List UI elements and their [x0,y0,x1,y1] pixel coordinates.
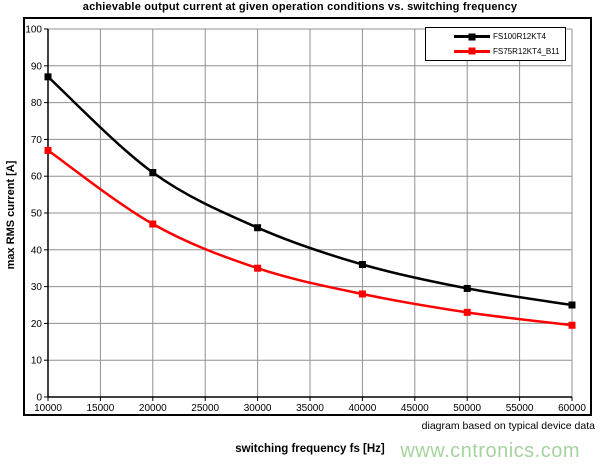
svg-text:55000: 55000 [506,403,534,414]
svg-text:40000: 40000 [348,403,376,414]
svg-text:90: 90 [31,61,43,72]
svg-text:50000: 50000 [453,403,481,414]
footnote: diagram based on typical device data [421,420,595,432]
square-marker-icon [468,47,476,55]
svg-text:35000: 35000 [296,403,324,414]
svg-text:10000: 10000 [34,403,62,414]
square-marker-icon [468,33,476,41]
svg-text:0: 0 [36,393,42,404]
svg-text:40: 40 [31,245,43,256]
svg-text:20000: 20000 [139,403,167,414]
legend-label: FS75R12KT4_B11 [493,46,560,56]
svg-text:45000: 45000 [401,403,429,414]
y-axis-title: max RMS current [A] [5,160,17,270]
legend-label: FS100R12KT4 [493,32,546,42]
svg-text:30: 30 [31,282,43,293]
legend-line-sample-black [454,33,490,41]
svg-text:15000: 15000 [86,403,114,414]
svg-text:20: 20 [31,319,43,330]
legend-item-fs100r12kt4: FS100R12KT4 [454,31,565,43]
watermark: www.cntronics.com [400,440,580,462]
svg-text:30000: 30000 [244,403,272,414]
legend: FS100R12KT4 FS75R12KT4_B11 [425,27,566,61]
chart-title: achievable output current at given opera… [82,1,518,13]
legend-line-sample-red [454,47,490,55]
svg-text:50: 50 [31,209,43,220]
svg-text:100: 100 [25,25,42,36]
svg-text:70: 70 [31,135,43,146]
legend-item-fs75r12kt4-b11: FS75R12KT4_B11 [454,45,565,57]
x-axis-title: switching frequency fs [Hz] [235,443,385,455]
svg-text:60000: 60000 [558,403,586,414]
svg-text:10: 10 [31,356,43,367]
svg-text:25000: 25000 [191,403,219,414]
svg-text:60: 60 [31,172,43,183]
chart-frame [23,17,592,416]
svg-text:80: 80 [31,98,43,109]
